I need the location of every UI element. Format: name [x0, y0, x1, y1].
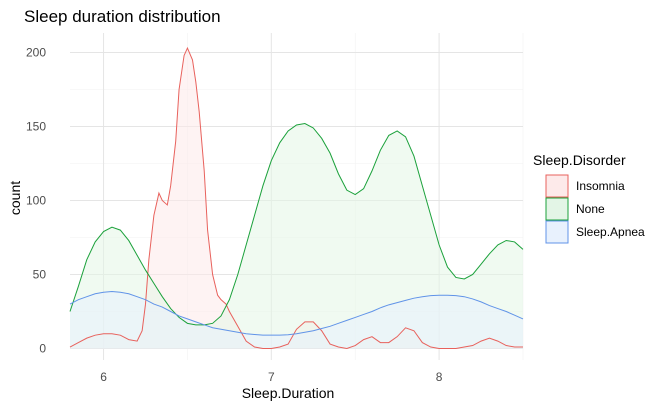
y-tick-label: 200 — [26, 46, 46, 60]
density-area-none — [70, 123, 523, 349]
density-area-sleep-apnea — [70, 291, 523, 349]
density-line-none — [69, 123, 524, 326]
x-axis-ticks: 6 7 8 — [100, 370, 443, 384]
legend: Sleep.Disorder Insomnia None Sleep.Apnea — [533, 152, 645, 244]
density-area-insomnia — [70, 48, 523, 349]
y-tick-label: 100 — [26, 194, 46, 208]
density-line-sleep-apnea — [69, 291, 524, 336]
x-tick-label: 6 — [100, 370, 107, 384]
y-tick-label: 50 — [33, 268, 47, 282]
y-tick-label: 0 — [39, 342, 46, 356]
legend-key-none — [545, 197, 569, 221]
plot-area — [69, 46, 524, 350]
legend-title: Sleep.Disorder — [533, 152, 626, 168]
x-tick-label: 8 — [436, 370, 443, 384]
legend-label-sleep-apnea: Sleep.Apnea — [576, 225, 645, 239]
y-tick-label: 150 — [26, 120, 46, 134]
density-line-insomnia — [69, 46, 523, 350]
y-axis-title: count — [7, 181, 23, 215]
y-axis-ticks: 0 50 100 150 200 — [26, 46, 46, 356]
chart-title: Sleep duration distribution — [24, 7, 221, 26]
legend-key-sleep-apnea — [545, 220, 569, 244]
legend-key-insomnia — [545, 174, 569, 198]
legend-label-none: None — [576, 202, 605, 216]
x-tick-label: 7 — [268, 370, 275, 384]
legend-label-insomnia: Insomnia — [576, 179, 625, 193]
x-axis-title: Sleep.Duration — [242, 385, 335, 401]
